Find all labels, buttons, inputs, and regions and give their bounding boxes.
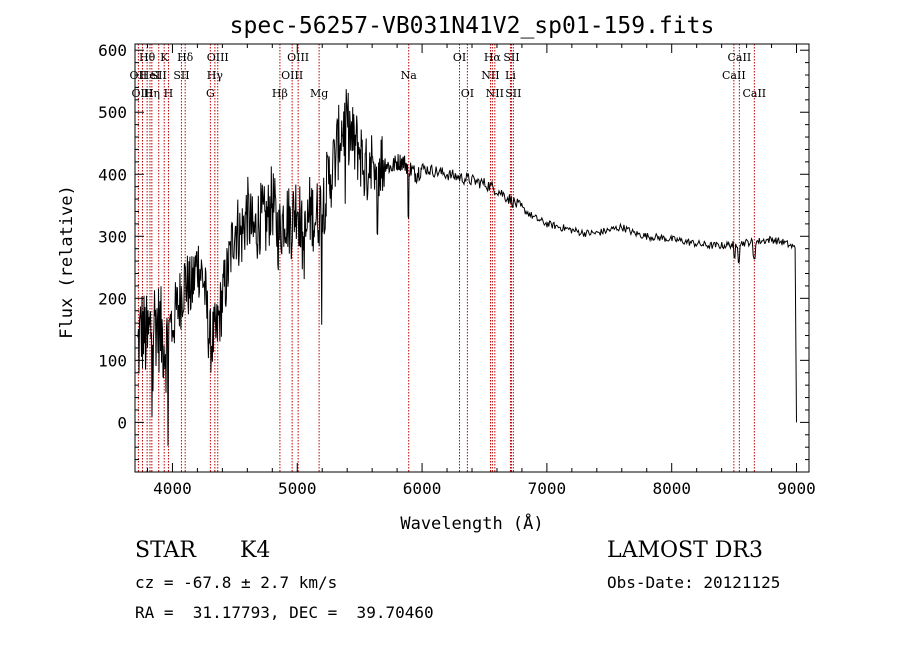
x-tick-label: 4000 — [153, 479, 192, 498]
line-label: K — [160, 51, 169, 64]
x-axis-label: Wavelength (Å) — [400, 512, 543, 534]
line-label: CaII — [728, 51, 752, 64]
redshift-cz: cz = -67.8 ± 2.7 km/s — [135, 573, 338, 592]
survey-name: LAMOST DR3 — [607, 538, 763, 563]
line-label: SII — [505, 87, 521, 100]
line-label: HeI — [140, 69, 160, 82]
axis-ticks: 4000 5000 6000 7000 8000 9000 0 100 200 300 400 500… — [98, 41, 816, 498]
line-label: SII — [173, 69, 189, 82]
line-label: OIII — [287, 51, 309, 64]
y-tick-label: 300 — [98, 227, 127, 246]
y-tick-label: 100 — [98, 351, 127, 370]
line-label: OIII — [281, 69, 303, 82]
y-tick-label: 500 — [98, 103, 127, 122]
object-class: STAR — [135, 538, 196, 563]
x-tick-label: 8000 — [652, 479, 691, 498]
object-subclass: K4 — [240, 538, 271, 563]
y-axis-label: Flux (relative) — [57, 185, 77, 339]
line-label: SII — [503, 51, 519, 64]
line-label: Hη — [144, 87, 160, 100]
spectrum-line — [137, 89, 797, 446]
line-label: Hγ — [207, 69, 224, 82]
line-label: CaII — [742, 87, 766, 100]
y-tick-label: 0 — [117, 413, 127, 432]
x-tick-label: 6000 — [403, 479, 442, 498]
y-tick-label: 400 — [98, 165, 127, 184]
line-label: Hβ — [272, 87, 288, 100]
line-label: OI — [461, 87, 474, 100]
line-label: NII — [481, 69, 499, 82]
y-tick-label: 200 — [98, 289, 127, 308]
x-tick-label: 7000 — [528, 479, 567, 498]
line-label: NII — [486, 87, 504, 100]
line-label: Mg — [310, 87, 328, 100]
line-label: Hθ — [139, 51, 156, 64]
y-tick-label: 600 — [98, 41, 127, 60]
line-label: G — [206, 87, 215, 100]
x-tick-label: 5000 — [278, 479, 317, 498]
observation-date: Obs-Date: 20121125 — [607, 573, 781, 592]
line-label: Hα — [484, 51, 502, 64]
line-label: OIII — [207, 51, 229, 64]
line-label: SII — [151, 69, 167, 82]
line-label: OI — [453, 51, 466, 64]
chart-title: spec-56257-VB031N41V2_sp01-159.fits — [230, 13, 715, 39]
line-label: H — [164, 87, 174, 100]
line-label: Li — [505, 69, 516, 82]
line-label: CaII — [722, 69, 746, 82]
x-tick-label: 9000 — [777, 479, 816, 498]
line-label: Na — [401, 69, 418, 82]
line-label: OIII — [131, 87, 153, 100]
coordinates: RA = 31.17793, DEC = 39.70460 — [135, 603, 434, 622]
line-label: Hδ — [177, 51, 194, 64]
